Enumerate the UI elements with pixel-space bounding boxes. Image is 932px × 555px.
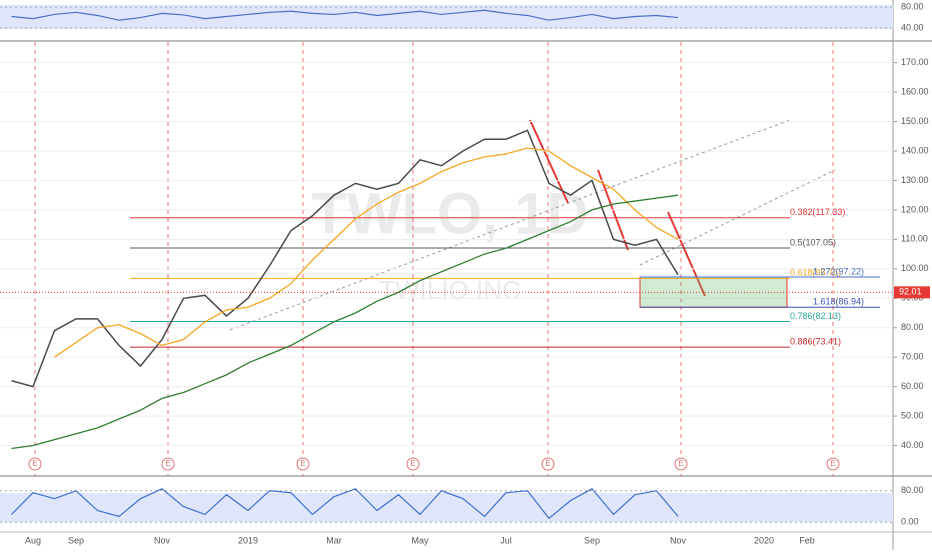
- arrow: [529, 119, 569, 204]
- level-label: 0.618(96.76): [790, 268, 841, 278]
- earnings-label: E: [410, 459, 415, 468]
- x-tick-label: Sep: [584, 535, 600, 545]
- y-tick-label: 140.00: [901, 145, 929, 155]
- y-tick-label: 80.00: [901, 1, 924, 11]
- earnings-marker: [406, 457, 420, 471]
- y-tick-label: 170.00: [901, 57, 929, 67]
- panel-band: [0, 493, 893, 522]
- y-tick-label: 100.00: [901, 263, 929, 273]
- earnings-label: E: [678, 459, 683, 468]
- arrow: [667, 211, 706, 297]
- watermark-title: TWLO, 1D: [311, 181, 588, 246]
- x-tick-label: 2020: [754, 535, 774, 545]
- y-tick-label: 80.00: [901, 322, 924, 332]
- oscillator-line: [11, 488, 679, 520]
- level-label: 0.5(107.05): [790, 237, 836, 247]
- x-tick-label: Jul: [500, 535, 512, 545]
- level-label: 1.618(86.94): [813, 297, 864, 307]
- oscillator-line: [11, 9, 679, 21]
- x-tick-label: Mar: [326, 535, 342, 545]
- y-tick-label: 110.00: [901, 234, 928, 244]
- last-price-label: 92.01: [899, 287, 922, 297]
- earnings-marker: [541, 457, 555, 471]
- earnings-marker: [674, 457, 688, 471]
- y-tick-label: 40.00: [901, 22, 924, 32]
- price-line: [11, 129, 679, 388]
- level-label: 0.886(73.41): [790, 337, 841, 347]
- earnings-label: E: [545, 459, 550, 468]
- y-tick-label: 130.00: [901, 175, 929, 185]
- x-tick-label: Feb: [799, 535, 815, 545]
- trendline: [229, 119, 791, 331]
- x-tick-label: Nov: [154, 535, 171, 545]
- y-tick-label: 70.00: [901, 352, 924, 362]
- earnings-marker: [28, 457, 42, 471]
- moving-average: [11, 194, 679, 450]
- x-tick-label: 2019: [238, 535, 258, 545]
- panel-band: [0, 5, 893, 29]
- earnings-label: E: [300, 459, 305, 468]
- y-tick-label: 50.00: [901, 410, 924, 420]
- earnings-label: E: [32, 459, 37, 468]
- earnings-marker: [161, 457, 175, 471]
- watermark-subtitle: TWILIO INC: [379, 275, 521, 305]
- moving-average: [54, 147, 679, 358]
- level-label: 0.382(117.33): [790, 207, 845, 217]
- last-price-tag: [894, 286, 930, 299]
- earnings-label: E: [165, 459, 170, 468]
- x-tick-label: May: [411, 535, 429, 545]
- y-tick-label: 60.00: [901, 381, 924, 391]
- y-tick-label: 80.00: [901, 485, 924, 495]
- level-label: 1.272(97.22): [813, 266, 864, 276]
- x-tick-label: Sep: [68, 535, 84, 545]
- y-tick-label: 40.00: [901, 440, 924, 450]
- y-tick-label: 160.00: [901, 86, 929, 96]
- y-tick-label: 150.00: [901, 116, 929, 126]
- earnings-marker: [296, 457, 310, 471]
- x-tick-label: Nov: [670, 535, 687, 545]
- y-tick-label: 120.00: [901, 204, 929, 214]
- x-tick-label: Aug: [25, 535, 41, 545]
- level-label: 0.786(82.13): [790, 311, 841, 321]
- earnings-label: E: [830, 459, 835, 468]
- earnings-marker: [826, 457, 840, 471]
- target-zone: [639, 276, 788, 308]
- y-tick-label: 0.00: [901, 517, 919, 527]
